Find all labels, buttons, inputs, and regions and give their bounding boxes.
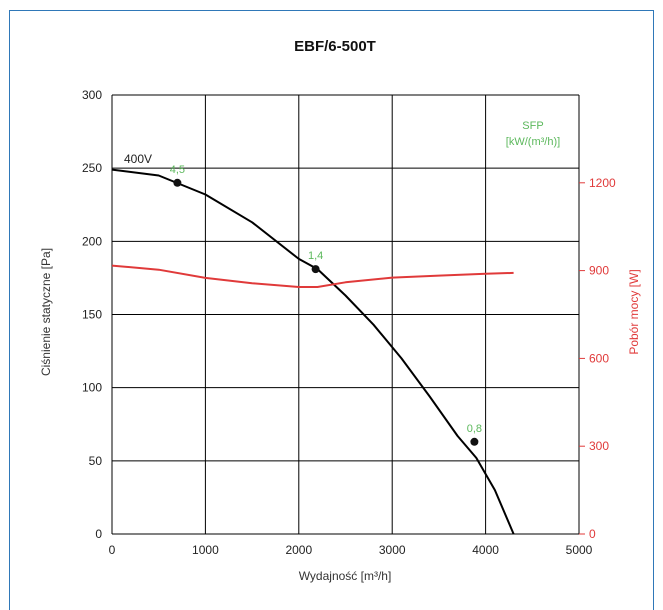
y2-tick-label-3: 900 (589, 264, 609, 278)
y2-tick-label-2: 600 (589, 351, 609, 365)
x-tick-label-3: 3000 (379, 543, 406, 557)
chart-frame (9, 10, 654, 610)
series-label-400v: 400V (124, 152, 152, 166)
x-tick-label-4: 4000 (472, 543, 499, 557)
y-tick-label-4: 200 (82, 234, 102, 248)
operating-point-1 (311, 265, 320, 274)
x-tick-label-1: 1000 (192, 543, 219, 557)
series-line-1 (111, 264, 514, 288)
sfp-header-line1: SFP (522, 120, 543, 132)
x-tick-label-5: 5000 (566, 543, 593, 557)
y2-axis-label: Pobór mocy [W] (627, 269, 641, 354)
sfp-header-line2: [kW/(m³/h)] (506, 136, 560, 148)
chart-title: EBF/6-500T (294, 38, 376, 55)
y-tick-label-6: 300 (82, 88, 102, 102)
x-axis-label: Wydajność [m³/h] (299, 569, 392, 583)
operating-point-0 (173, 178, 182, 187)
y-axis-ticks: 0 50 100 150 200 250 300 (82, 88, 102, 541)
sfp-label-1: 1,4 (308, 250, 323, 262)
sfp-label-0: 4,5 (170, 164, 185, 176)
y-tick-label-2: 100 (82, 381, 102, 395)
x-tick-label-2: 2000 (285, 543, 312, 557)
y-tick-label-0: 0 (95, 527, 102, 541)
y2-axis-ticks: 0 300 600 900 1200 (579, 176, 616, 541)
y2-tick-label-0: 0 (589, 527, 596, 541)
x-axis-ticks: 0 1000 2000 3000 4000 5000 (109, 543, 593, 557)
x-tick-label-0: 0 (109, 543, 116, 557)
operating-points: 4,5 1,4 0,8 (170, 164, 482, 446)
y-tick-label-3: 150 (82, 308, 102, 322)
chart: EBF/6-500T 0 50 100 150 200 250 300 0 300 600 900… (39, 38, 641, 583)
y-axis-label: Ciśnienie statyczne [Pa] (39, 248, 53, 376)
y-tick-label-5: 250 (82, 161, 102, 175)
operating-point-2 (470, 437, 479, 446)
y-tick-label-1: 50 (89, 454, 103, 468)
series-lines (111, 168, 515, 535)
y2-tick-label-4: 1200 (589, 176, 616, 190)
grid (111, 94, 580, 535)
y2-tick-label-1: 300 (589, 439, 609, 453)
series-line-0 (111, 168, 515, 535)
sfp-label-2: 0,8 (467, 423, 482, 435)
